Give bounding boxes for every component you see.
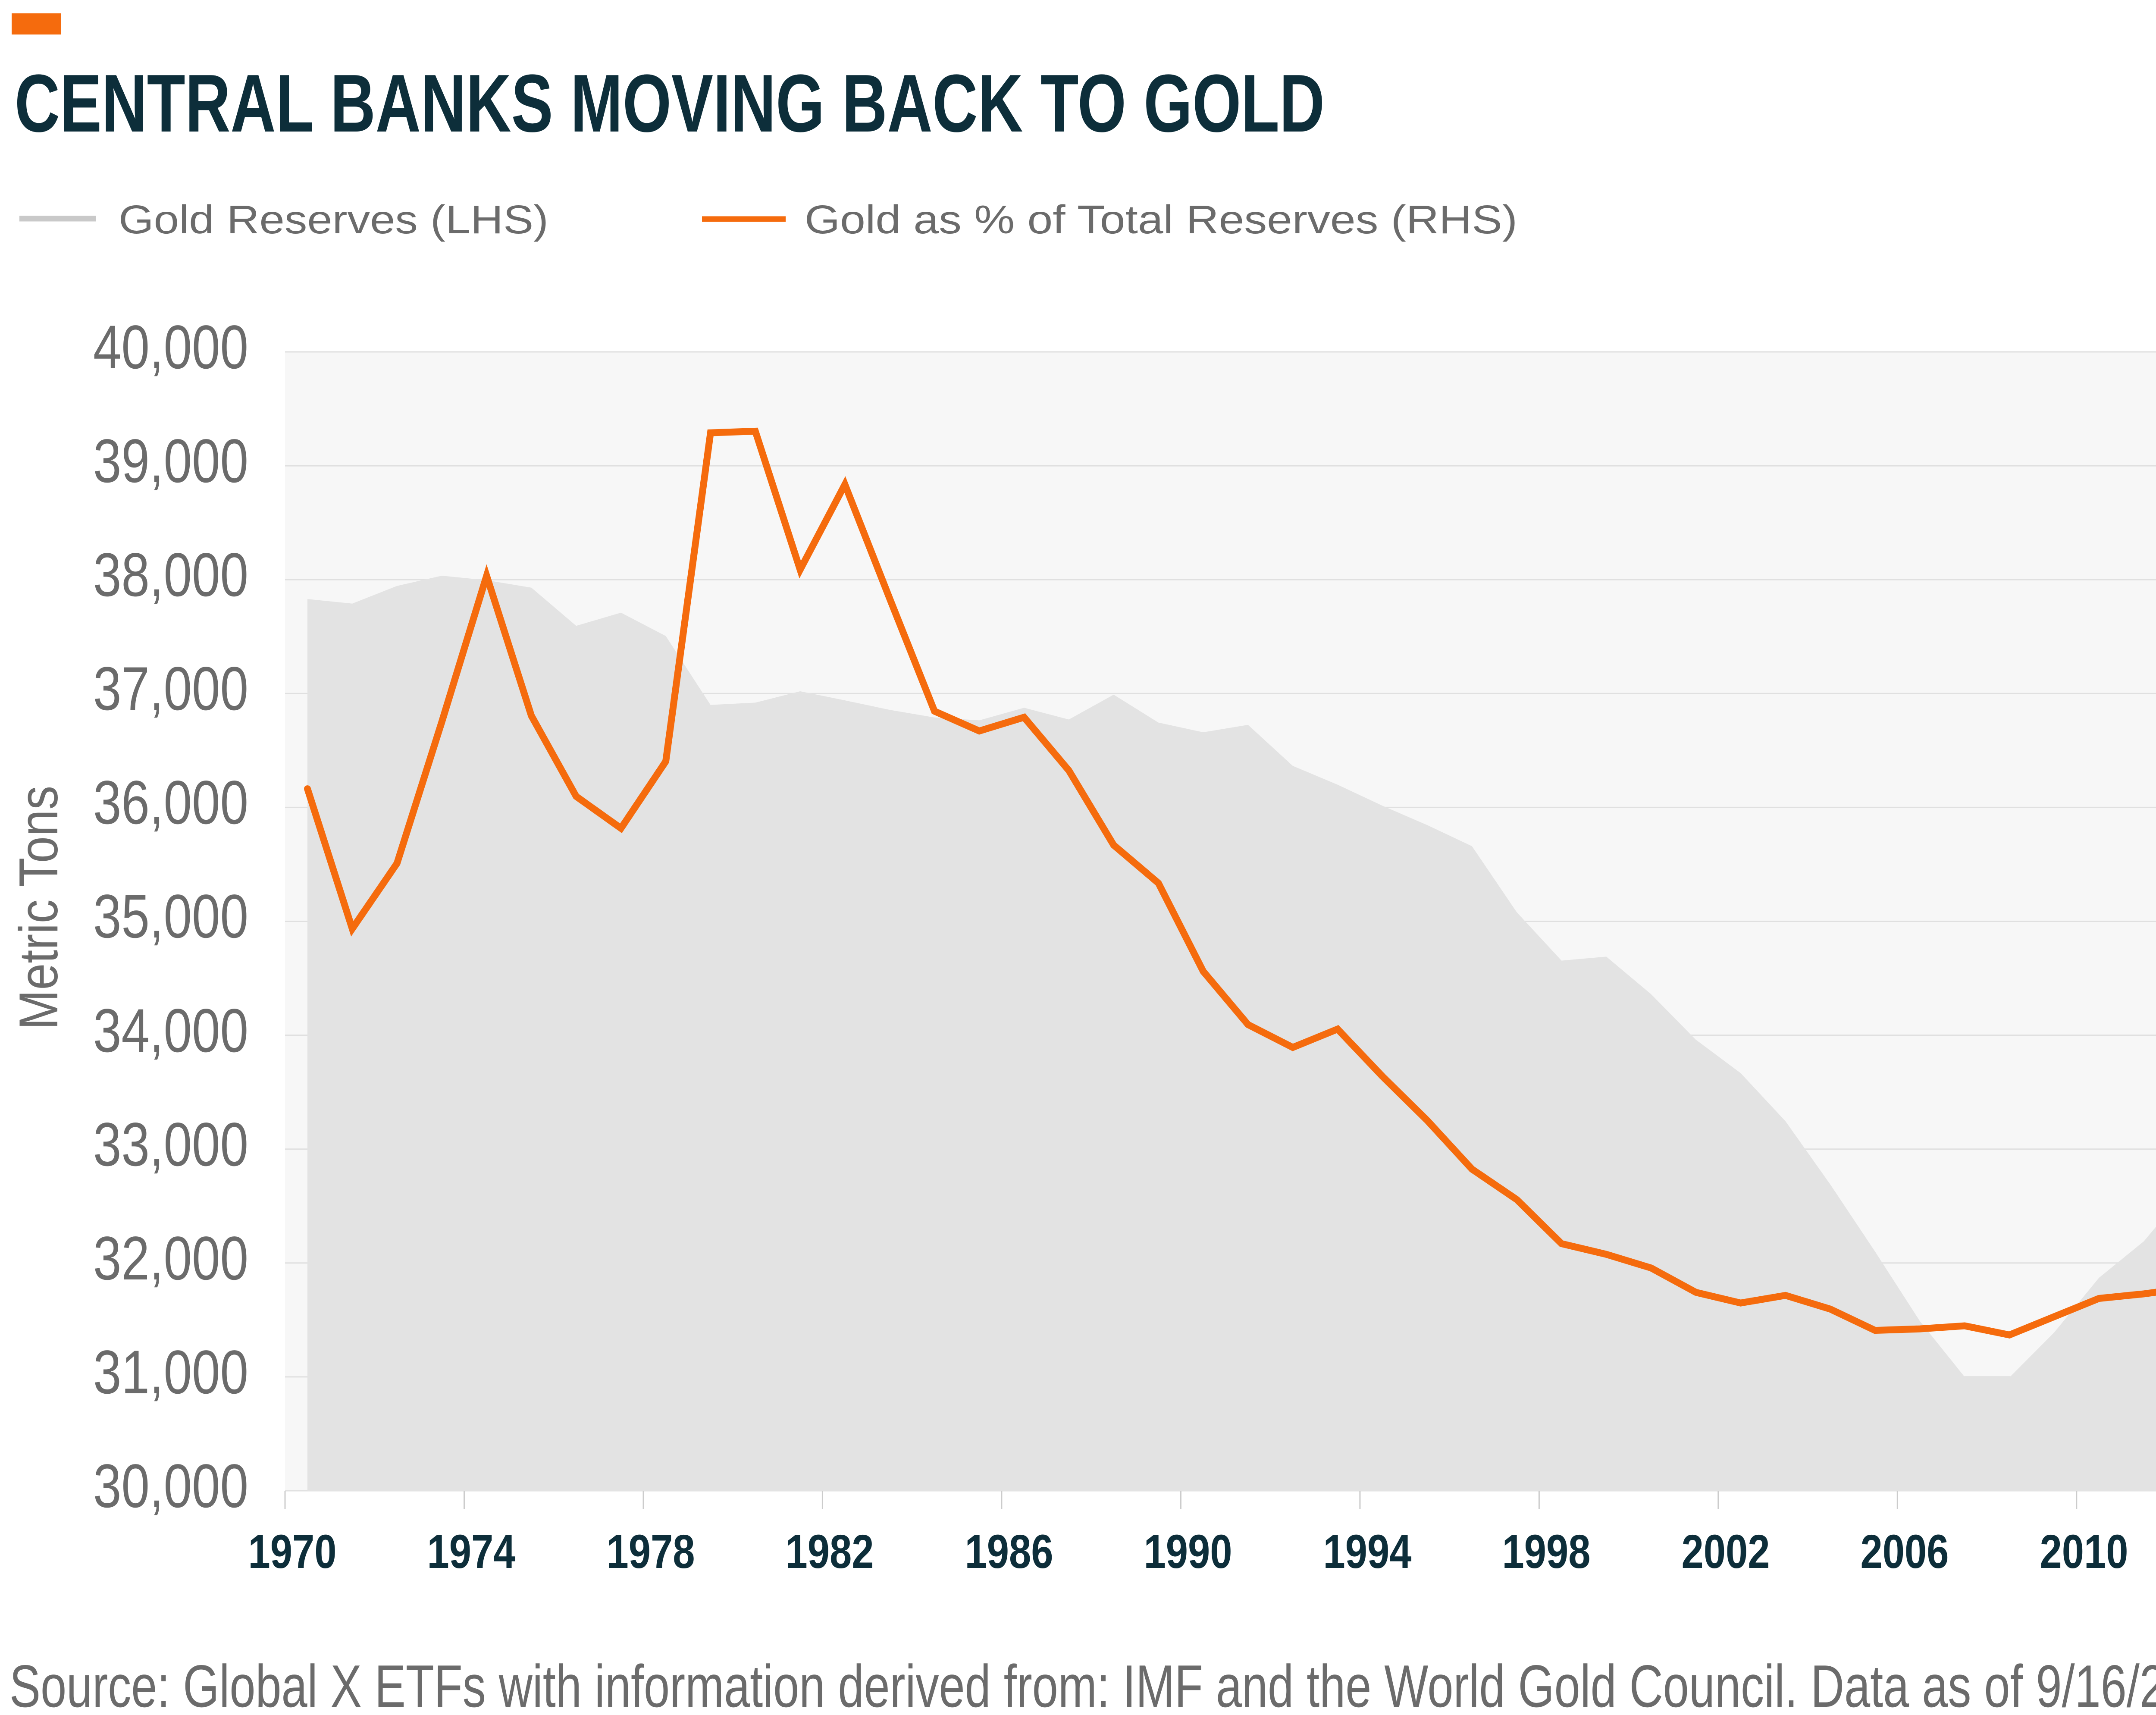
- svg-text:Source: Global X ETFs with inf: Source: Global X ETFs with information d…: [9, 1653, 2156, 1715]
- svg-text:1990: 1990: [1144, 1525, 1232, 1578]
- svg-text:33,000: 33,000: [93, 1110, 248, 1179]
- svg-text:32,000: 32,000: [93, 1224, 248, 1293]
- svg-text:1982: 1982: [786, 1525, 874, 1578]
- svg-text:Metric Tons: Metric Tons: [8, 786, 69, 1030]
- svg-text:34,000: 34,000: [93, 997, 248, 1065]
- svg-text:Gold Reserves (LHS): Gold Reserves (LHS): [119, 197, 548, 242]
- svg-text:40,000: 40,000: [93, 313, 248, 382]
- svg-text:30,000: 30,000: [93, 1452, 248, 1521]
- svg-text:1978: 1978: [607, 1525, 695, 1578]
- svg-text:Gold as % of Total Reserves (R: Gold as % of Total Reserves (RHS): [805, 197, 1517, 242]
- svg-text:38,000: 38,000: [93, 541, 248, 609]
- svg-text:39,000: 39,000: [93, 427, 248, 495]
- svg-text:1970: 1970: [248, 1525, 337, 1578]
- svg-text:2010: 2010: [2040, 1525, 2128, 1578]
- svg-text:35,000: 35,000: [93, 882, 248, 951]
- svg-text:2006: 2006: [1861, 1525, 1949, 1578]
- svg-text:1994: 1994: [1323, 1525, 1412, 1578]
- svg-text:31,000: 31,000: [93, 1338, 248, 1407]
- svg-text:37,000: 37,000: [93, 655, 248, 723]
- svg-text:2002: 2002: [1682, 1525, 1770, 1578]
- svg-text:1998: 1998: [1502, 1525, 1591, 1578]
- svg-text:36,000: 36,000: [93, 768, 248, 837]
- svg-text:1974: 1974: [427, 1525, 516, 1578]
- svg-text:1986: 1986: [965, 1525, 1053, 1578]
- svg-text:CENTRAL BANKS MOVING BACK TO G: CENTRAL BANKS MOVING BACK TO GOLD: [15, 58, 1325, 149]
